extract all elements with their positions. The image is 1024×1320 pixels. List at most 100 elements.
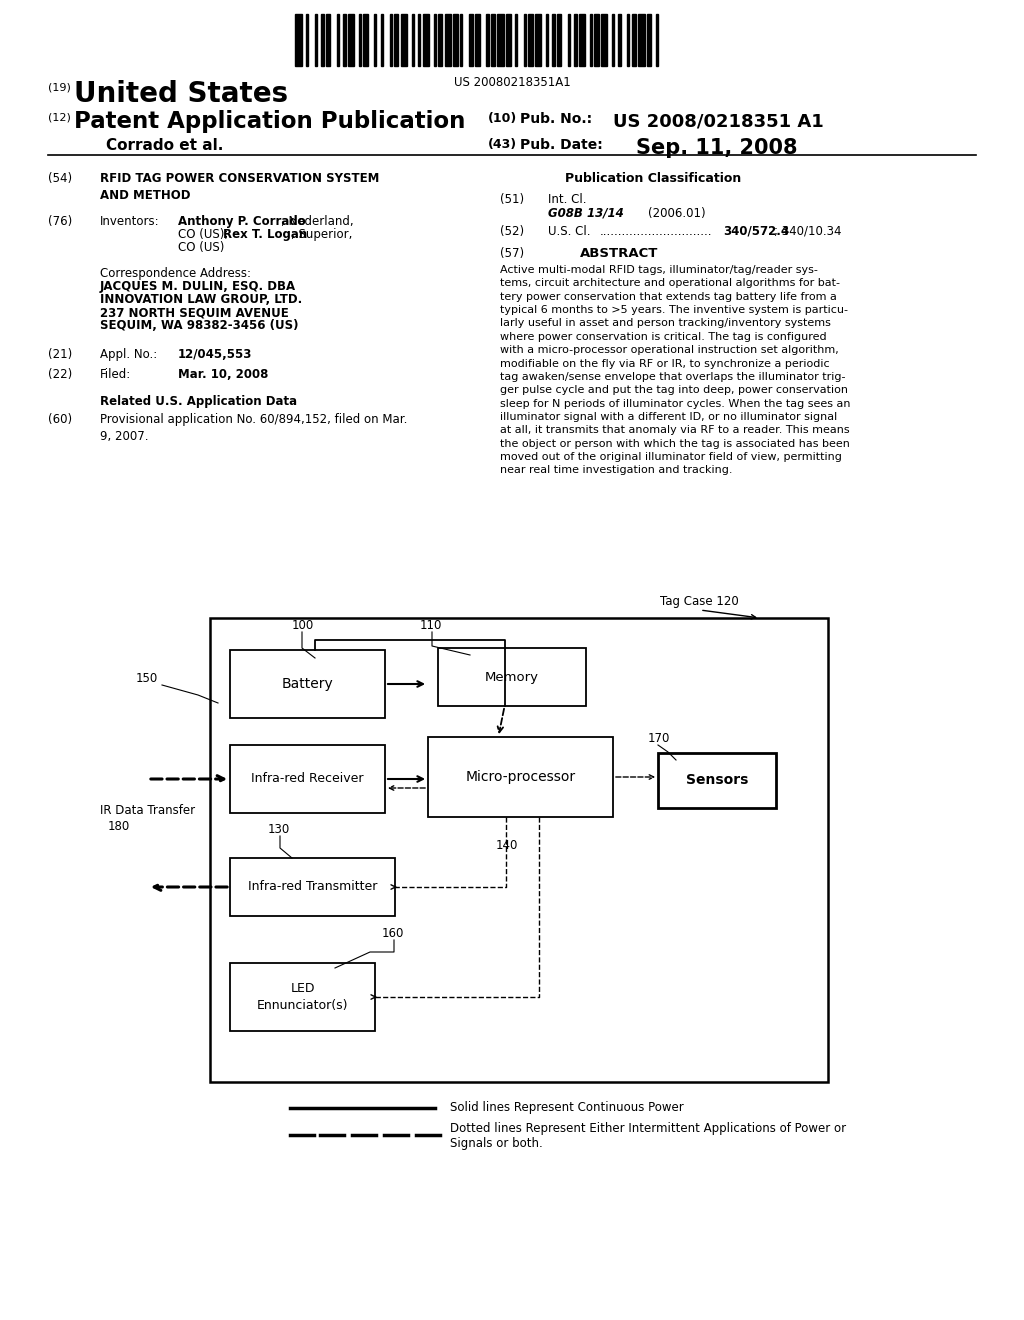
Text: JACQUES M. DULIN, ESQ. DBA: JACQUES M. DULIN, ESQ. DBA xyxy=(100,280,296,293)
Bar xyxy=(230,744,385,813)
Bar xyxy=(423,15,429,66)
Text: ABSTRACT: ABSTRACT xyxy=(580,247,658,260)
Bar xyxy=(552,15,555,66)
Text: CO (US);: CO (US); xyxy=(178,228,232,242)
Bar xyxy=(381,15,383,66)
Text: (12): (12) xyxy=(48,112,71,121)
Text: 180: 180 xyxy=(108,820,130,833)
Text: Filed:: Filed: xyxy=(100,368,131,381)
Text: , Superior,: , Superior, xyxy=(291,228,352,242)
Bar xyxy=(486,15,488,66)
Bar xyxy=(343,15,345,66)
Text: U.S. Cl.: U.S. Cl. xyxy=(548,224,591,238)
Bar xyxy=(535,15,542,66)
Text: (2006.01): (2006.01) xyxy=(648,207,706,220)
Text: (10): (10) xyxy=(488,112,517,125)
Text: Appl. No.:: Appl. No.: xyxy=(100,348,158,360)
Bar xyxy=(601,15,607,66)
Bar xyxy=(230,649,385,718)
Bar xyxy=(469,15,473,66)
Text: (51): (51) xyxy=(500,193,524,206)
Text: CO (US): CO (US) xyxy=(178,242,224,253)
Bar xyxy=(438,648,586,706)
Text: United States: United States xyxy=(74,81,288,108)
Bar xyxy=(638,15,645,66)
Text: Dotted lines Represent Either Intermittent Applications of Power or: Dotted lines Represent Either Intermitte… xyxy=(450,1122,846,1135)
Bar xyxy=(618,15,621,66)
Text: Infra-red Receiver: Infra-red Receiver xyxy=(251,772,364,785)
Text: 140: 140 xyxy=(496,840,518,851)
Bar xyxy=(418,15,421,66)
Text: G08B 13/14: G08B 13/14 xyxy=(548,207,624,220)
Bar xyxy=(433,15,436,66)
Bar xyxy=(460,15,462,66)
Bar xyxy=(475,15,480,66)
Text: INNOVATION LAW GROUP, LTD.: INNOVATION LAW GROUP, LTD. xyxy=(100,293,302,306)
Bar xyxy=(546,15,548,66)
Text: Memory: Memory xyxy=(485,671,539,684)
Text: (19): (19) xyxy=(48,82,71,92)
Text: Signals or both.: Signals or both. xyxy=(450,1137,543,1150)
Bar xyxy=(322,15,324,66)
Bar xyxy=(515,15,517,66)
Text: (54): (54) xyxy=(48,172,72,185)
Text: Solid lines Represent Continuous Power: Solid lines Represent Continuous Power xyxy=(450,1101,684,1114)
Text: Pub. No.:: Pub. No.: xyxy=(520,112,592,125)
Text: , Nederland,: , Nederland, xyxy=(281,215,353,228)
Bar xyxy=(348,15,354,66)
Bar xyxy=(444,15,452,66)
Bar xyxy=(655,15,658,66)
Bar xyxy=(306,15,308,66)
Text: 340/572.4: 340/572.4 xyxy=(723,224,790,238)
Bar xyxy=(295,15,302,66)
Bar xyxy=(400,15,408,66)
Bar xyxy=(210,618,828,1082)
Text: 12/045,553: 12/045,553 xyxy=(178,348,252,360)
Text: Sep. 11, 2008: Sep. 11, 2008 xyxy=(636,139,798,158)
Text: SEQUIM, WA 98382-3456 (US): SEQUIM, WA 98382-3456 (US) xyxy=(100,319,299,333)
Bar xyxy=(632,15,636,66)
Bar xyxy=(394,15,398,66)
Bar xyxy=(498,15,504,66)
Text: Related U.S. Application Data: Related U.S. Application Data xyxy=(100,395,297,408)
Text: (43): (43) xyxy=(488,139,517,150)
Text: Mar. 10, 2008: Mar. 10, 2008 xyxy=(178,368,268,381)
Text: Patent Application Publication: Patent Application Publication xyxy=(74,110,465,133)
Text: Micro-processor: Micro-processor xyxy=(466,770,575,784)
Text: 110: 110 xyxy=(420,619,442,632)
Bar xyxy=(506,15,511,66)
Bar xyxy=(428,737,613,817)
Text: 130: 130 xyxy=(268,822,290,836)
Text: Inventors:: Inventors: xyxy=(100,215,160,228)
Bar xyxy=(524,15,526,66)
Bar xyxy=(611,15,614,66)
Text: Anthony P. Corrado: Anthony P. Corrado xyxy=(178,215,306,228)
Text: Pub. Date:: Pub. Date: xyxy=(520,139,603,152)
Text: Battery: Battery xyxy=(282,677,334,690)
Text: Rex T. Logan: Rex T. Logan xyxy=(223,228,307,242)
Text: 237 NORTH SEQUIM AVENUE: 237 NORTH SEQUIM AVENUE xyxy=(100,306,289,319)
Bar xyxy=(230,964,375,1031)
Text: US 20080218351A1: US 20080218351A1 xyxy=(454,77,570,88)
Bar xyxy=(590,15,592,66)
Bar xyxy=(438,15,442,66)
Bar xyxy=(490,15,496,66)
Bar xyxy=(337,15,339,66)
Text: (60): (60) xyxy=(48,413,72,426)
Bar xyxy=(389,15,392,66)
Bar xyxy=(567,15,570,66)
Text: (52): (52) xyxy=(500,224,524,238)
Text: 170: 170 xyxy=(648,733,671,744)
Text: US 2008/0218351 A1: US 2008/0218351 A1 xyxy=(613,112,823,129)
Bar xyxy=(528,15,532,66)
Text: Sensors: Sensors xyxy=(686,774,749,788)
Bar xyxy=(364,15,368,66)
Text: Tag Case 120: Tag Case 120 xyxy=(660,595,738,609)
Text: (22): (22) xyxy=(48,368,73,381)
Text: Int. Cl.: Int. Cl. xyxy=(548,193,587,206)
Text: Provisional application No. 60/894,152, filed on Mar.
9, 2007.: Provisional application No. 60/894,152, … xyxy=(100,413,408,444)
Bar xyxy=(647,15,651,66)
Bar xyxy=(358,15,361,66)
Text: RFID TAG POWER CONSERVATION SYSTEM
AND METHOD: RFID TAG POWER CONSERVATION SYSTEM AND M… xyxy=(100,172,379,202)
Text: 160: 160 xyxy=(382,927,404,940)
